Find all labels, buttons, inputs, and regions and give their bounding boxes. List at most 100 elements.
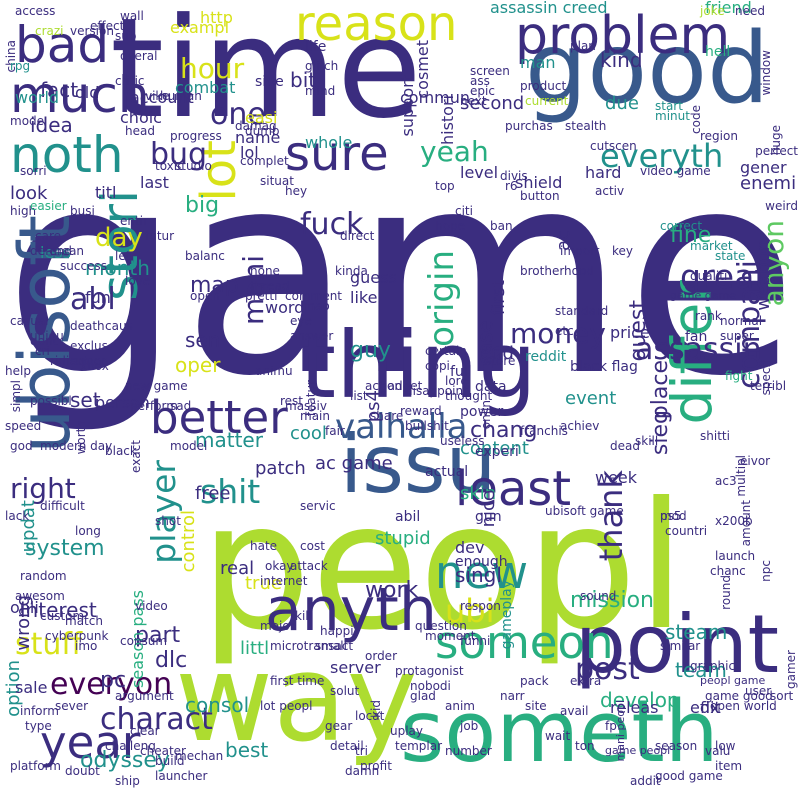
word-critic: critic	[115, 74, 145, 88]
word-difficult: difficult	[40, 499, 85, 513]
word-stuff: stuff	[15, 627, 83, 662]
word-assassin-creed: assassin creed	[490, 0, 608, 17]
word-purchas: purchas	[505, 119, 553, 133]
word-mechan: mechan	[175, 749, 224, 763]
word-easi: easi	[245, 108, 278, 127]
word-templar: templar	[395, 739, 443, 753]
word-person: person	[95, 393, 150, 412]
word-specif: specif	[759, 360, 773, 396]
word-like: like	[350, 288, 378, 307]
word-vike: vike	[145, 89, 170, 103]
word-hope: hope	[435, 219, 465, 233]
word-skin: skin	[460, 483, 497, 504]
word-actual: actual	[425, 464, 469, 480]
word-casual: casual	[10, 314, 49, 328]
word-weapon: weapon	[753, 240, 774, 311]
word-anyth: anyth	[265, 575, 437, 645]
word-ac3: ac3	[715, 474, 737, 488]
word-round: round	[719, 575, 733, 610]
word-chang: chang	[470, 418, 538, 443]
word-x200b: x200b	[715, 514, 753, 528]
word-map: map	[190, 273, 239, 298]
word-data: data	[475, 379, 507, 395]
word-button: button	[520, 189, 560, 203]
word-launch: launch	[715, 549, 756, 563]
word-control: control	[178, 510, 199, 573]
word-futur: futur	[145, 229, 175, 243]
word-protagonist: protagonist	[395, 664, 464, 678]
word-sure: sure	[285, 126, 389, 182]
word-new: new	[435, 546, 529, 599]
word-open-world: open world	[710, 699, 777, 713]
word-amount: amount	[739, 500, 753, 547]
word-cri: cri	[35, 344, 50, 358]
word-job: job	[460, 719, 479, 733]
word-next: next	[460, 94, 487, 108]
word-respon: respon	[460, 599, 501, 613]
word-edit: edit	[690, 698, 721, 717]
word-caus: caus	[105, 319, 133, 333]
word-consol: consol	[185, 693, 250, 717]
word-charact: charact	[100, 702, 213, 737]
word-npc: npc	[759, 560, 773, 582]
word-sorri: sorri	[20, 164, 47, 178]
word-main: main	[300, 409, 330, 423]
word-wall: wall	[120, 9, 144, 23]
word-idea: idea	[30, 113, 73, 137]
word-certain: certain	[425, 344, 467, 358]
word-joke: joke	[700, 4, 725, 18]
word-modern-day: modern day	[40, 439, 113, 453]
word-animu: animu	[255, 364, 293, 378]
word-everyth: everyth	[600, 137, 724, 175]
word-citi: citi	[455, 204, 473, 218]
word-pretti: pretti	[245, 289, 278, 303]
word-possibl: possibl	[30, 394, 72, 408]
word-problem: problem	[515, 6, 731, 66]
word-anim: anim	[445, 699, 475, 713]
word-extra: extra	[570, 674, 602, 688]
word-gameplay: gameplay	[499, 580, 515, 650]
word-side: side	[255, 74, 284, 90]
word-ass: ass	[470, 74, 490, 88]
word-locat: locat	[355, 709, 385, 723]
word-rank: rank	[695, 309, 722, 323]
word-shitti: shitti	[700, 429, 730, 443]
word-state: state	[715, 249, 746, 263]
word-servic: servic	[300, 499, 336, 513]
word-eivor: eivor	[740, 454, 771, 468]
word-gener: gener	[740, 158, 787, 177]
word-easier: easier	[30, 199, 67, 213]
word-money: money	[510, 317, 606, 350]
word-addit: addit	[630, 774, 661, 788]
word-team: team	[675, 658, 727, 682]
word-ac-game: ac game	[315, 453, 393, 474]
word-store: store	[485, 354, 516, 368]
word-exclus: exclus	[70, 339, 108, 353]
word-abl: abl	[70, 282, 116, 317]
word-balanc: balanc	[185, 249, 225, 263]
word-whole: whole	[305, 133, 353, 152]
word-access: access	[15, 4, 56, 18]
word-number: number	[445, 744, 492, 758]
word-pack: pack	[520, 674, 549, 688]
word-random: random	[20, 569, 67, 583]
word-cyberpunk: cyberpunk	[45, 629, 109, 643]
word-answer: answer	[290, 329, 334, 343]
word-entir: entir	[120, 214, 148, 228]
word-friend: friend	[705, 0, 752, 17]
word-work: work	[365, 578, 419, 603]
word-dead: dead	[610, 439, 640, 453]
word-onlin: onlin	[479, 400, 493, 430]
word-odyssey: odyssey	[80, 748, 170, 773]
word-challeng: challeng	[105, 739, 156, 753]
word-match: match	[65, 614, 103, 628]
word-r6: r6	[505, 179, 518, 193]
word-yeah: yeah	[420, 135, 489, 168]
word-hate: hate	[250, 539, 278, 553]
word-top: top	[435, 179, 455, 193]
word-valhalla: valhalla	[335, 407, 468, 447]
word-full: full	[450, 364, 472, 380]
word-exampl: exampl	[170, 18, 230, 37]
word-rpg: rpg	[10, 59, 31, 73]
